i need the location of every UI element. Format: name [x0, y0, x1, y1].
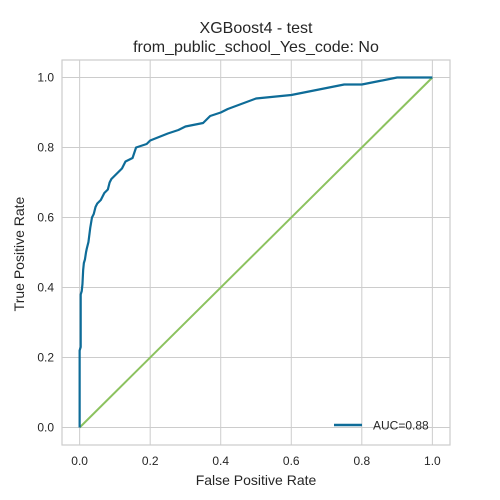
- x-tick-label: 0.0: [71, 454, 88, 468]
- y-tick-label: 0.0: [37, 421, 54, 435]
- x-tick-label: 0.6: [283, 454, 300, 468]
- y-tick-label: 0.6: [37, 211, 54, 225]
- legend-label: AUC=0.88: [373, 419, 429, 433]
- legend: AUC=0.88: [334, 419, 429, 433]
- chart-title-line2: from_public_school_Yes_code: No: [133, 39, 379, 56]
- series-group: [78, 76, 434, 429]
- x-tick-label: 0.8: [353, 454, 370, 468]
- chart-title-line1: XGBoost4 - test: [200, 20, 313, 37]
- x-axis-label: False Positive Rate: [196, 472, 317, 488]
- grid: [62, 60, 450, 445]
- y-tick-label: 0.2: [37, 351, 54, 365]
- roc-curve-line: [78, 76, 433, 428]
- y-tick-label: 0.8: [37, 141, 54, 155]
- random-baseline-line: [78, 76, 434, 429]
- y-tick-label: 1.0: [37, 71, 54, 85]
- tick-labels: 0.0 0.2 0.4 0.6 0.8 1.0 0.0 0.2 0.4 0.6 0.8 1.0: [37, 71, 441, 469]
- x-tick-label: 0.4: [212, 454, 229, 468]
- plot-frame: [61, 59, 451, 446]
- x-tick-label: 0.2: [142, 454, 159, 468]
- y-tick-label: 0.4: [37, 281, 54, 295]
- y-axis-label: True Positive Rate: [11, 196, 27, 311]
- x-tick-label: 1.0: [424, 454, 441, 468]
